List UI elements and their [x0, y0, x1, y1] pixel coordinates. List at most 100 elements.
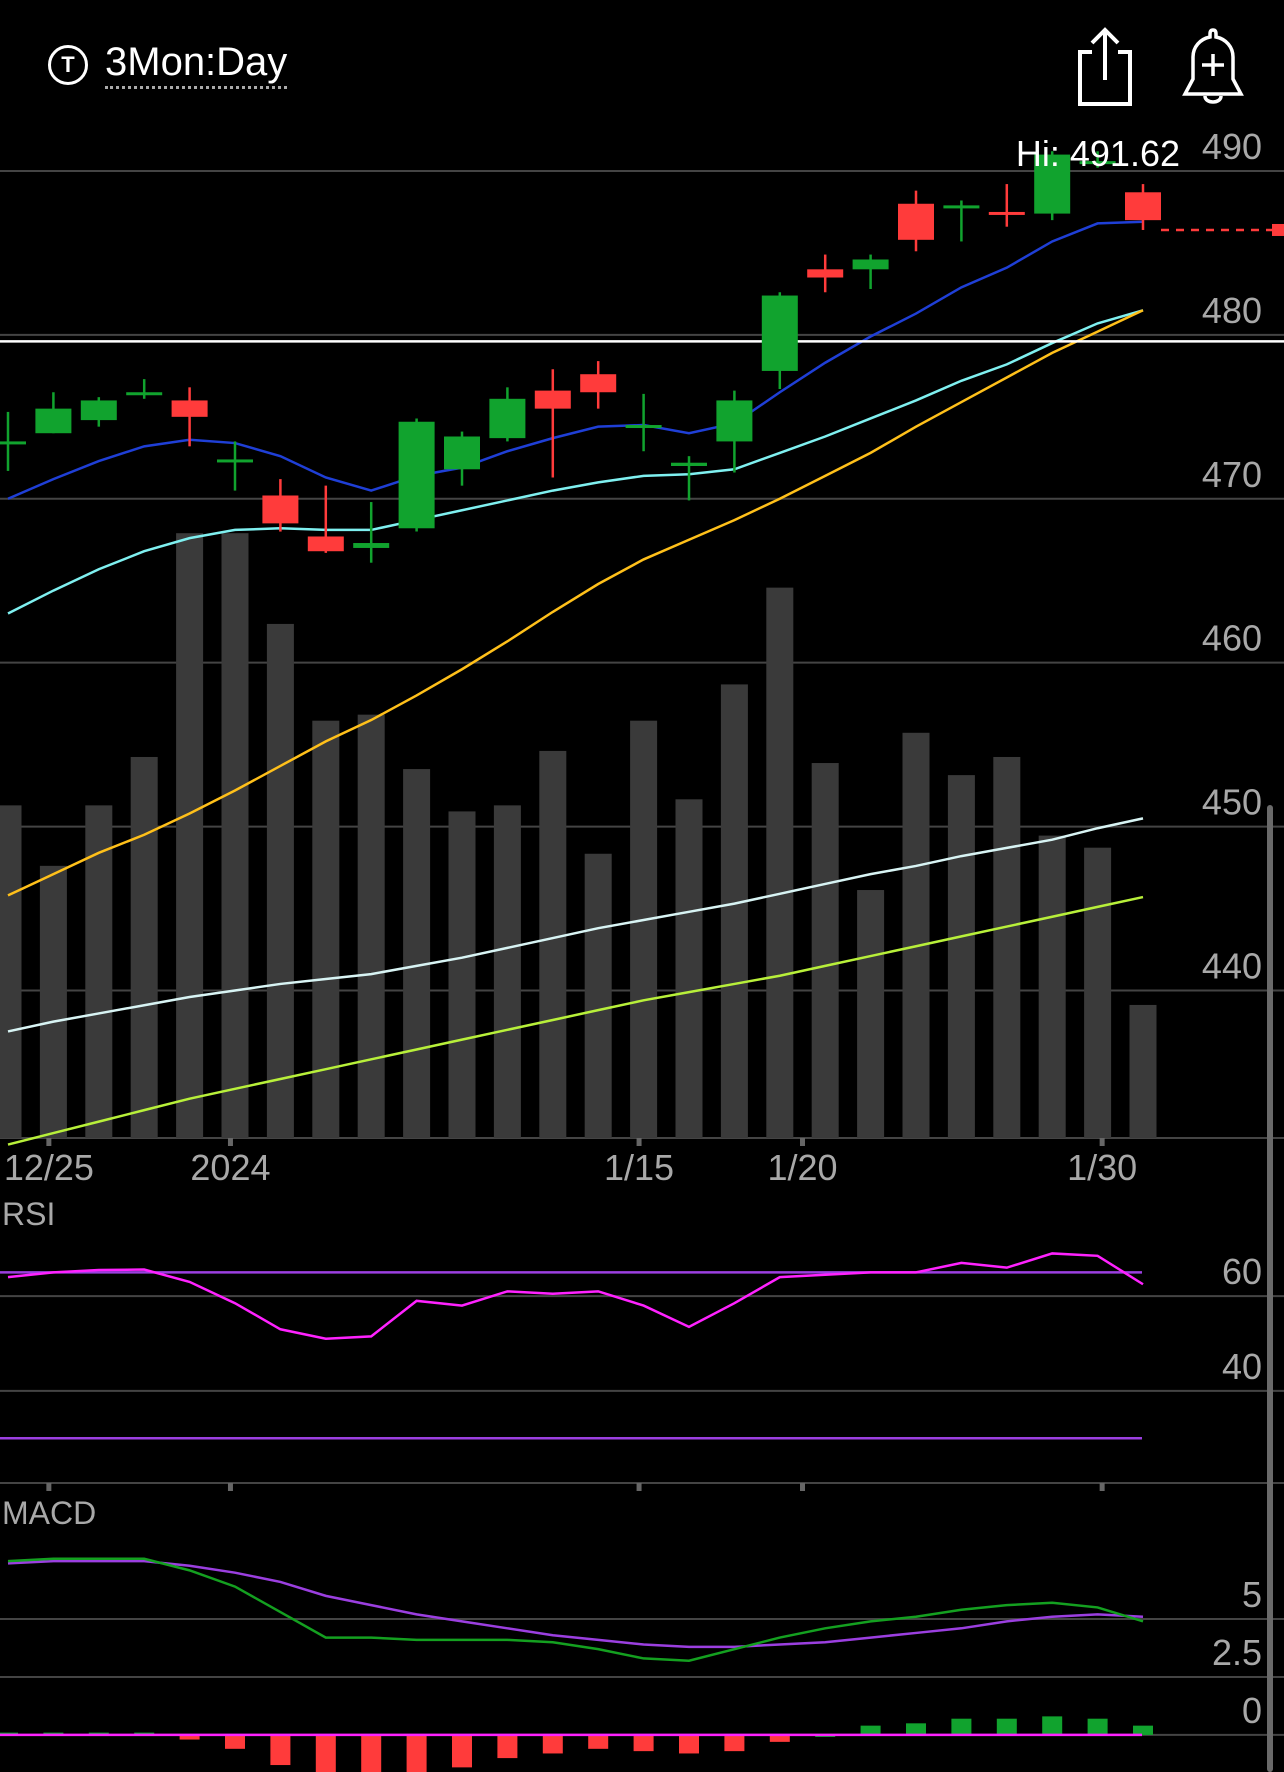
share-icon	[1078, 27, 1132, 106]
macd-histogram-bar	[588, 1734, 609, 1749]
macd-histogram-bar	[225, 1734, 245, 1749]
macd-histogram-bar	[633, 1734, 654, 1752]
candle-body	[761, 295, 798, 371]
candle-body	[489, 398, 526, 439]
x-tick-label: 2024	[190, 1147, 270, 1188]
macd-title: MACD	[2, 1495, 96, 1531]
volume-bar	[403, 769, 431, 1138]
candle-body	[126, 392, 163, 396]
volume-bar	[584, 853, 612, 1138]
timeframe-selector[interactable]: T 3Mon:Day	[48, 40, 288, 89]
macd-histogram-bar	[769, 1734, 790, 1742]
volume-bar	[266, 623, 294, 1138]
candle-body	[807, 269, 844, 278]
candle-body	[943, 205, 980, 209]
volume-bar	[630, 720, 658, 1138]
volume-bar	[0, 805, 22, 1138]
macd-histogram-bar	[906, 1723, 926, 1735]
x-tick-label: 12/25	[4, 1147, 94, 1188]
volume-bar	[130, 756, 158, 1138]
macd-histogram-bar	[860, 1725, 881, 1735]
macd-histogram-bar	[1087, 1718, 1108, 1735]
bell-plus-icon	[1182, 28, 1244, 104]
x-tick-label: 1/20	[767, 1147, 837, 1188]
price-tick-label: 460	[1202, 618, 1262, 659]
candle-body	[35, 408, 72, 434]
volume-bar	[85, 805, 113, 1138]
moving-average-line	[7, 309, 1144, 615]
candle-body	[353, 543, 390, 548]
moving-average-line	[7, 309, 1144, 897]
macd-histogram-bar	[724, 1734, 745, 1752]
volume-bar	[39, 865, 67, 1138]
x-tick-label: 1/15	[604, 1147, 674, 1188]
volume-bar	[1129, 1004, 1157, 1138]
macd-histogram-bar	[542, 1734, 563, 1754]
candle-body	[671, 462, 707, 466]
candle-body	[716, 400, 753, 442]
price-tick-label: 440	[1202, 945, 1262, 986]
top-bar: T 3Mon:Day	[0, 0, 1284, 130]
macd-tick-label: 5	[1242, 1574, 1262, 1615]
price-tick-label: 480	[1202, 290, 1262, 331]
candle-body	[0, 441, 26, 445]
macd-histogram-bar	[452, 1734, 472, 1768]
candle-body	[307, 536, 344, 552]
volume-bar	[221, 533, 249, 1138]
macd-histogram-bar	[679, 1734, 699, 1754]
volume-bar	[947, 775, 975, 1138]
volume-bar	[993, 756, 1021, 1138]
x-tick-label: 1/30	[1067, 1147, 1137, 1188]
macd-line	[7, 1557, 1144, 1663]
macd-histogram-bar	[406, 1734, 427, 1772]
candle-body	[1034, 154, 1071, 214]
macd-histogram-bar	[497, 1734, 518, 1759]
share-button[interactable]	[1072, 24, 1138, 110]
moving-average-line	[7, 817, 1144, 1033]
volume-bar	[493, 805, 521, 1138]
volume-bar	[675, 799, 703, 1138]
rsi-tick-label: 40	[1222, 1346, 1262, 1387]
price-tick-label: 490	[1202, 126, 1262, 167]
macd-histogram-bar	[315, 1734, 336, 1772]
hi-label: Hi: 491.62	[1016, 133, 1180, 174]
rsi-tick-label: 60	[1222, 1251, 1262, 1292]
candle-body	[1079, 161, 1116, 165]
macd-tick-label: 0	[1242, 1690, 1262, 1731]
candle-body	[898, 203, 934, 240]
rsi-title: RSI	[2, 1196, 55, 1232]
candle-body	[398, 421, 435, 529]
macd-histogram-bar	[361, 1734, 382, 1772]
candle-body	[171, 400, 208, 417]
volume-bar	[357, 714, 385, 1138]
price-tick-label: 470	[1202, 454, 1262, 495]
last-price-marker	[1272, 223, 1284, 236]
volume-bar	[448, 811, 476, 1138]
macd-histogram-bar	[179, 1734, 200, 1740]
macd-histogram-bar	[951, 1718, 972, 1735]
volume-bar	[1084, 847, 1112, 1138]
alert-button[interactable]	[1180, 24, 1246, 110]
candle-body	[444, 436, 480, 470]
scrollbar-thumb	[1267, 805, 1273, 1772]
ticker-icon: T	[48, 44, 88, 85]
timeframe-label: 3Mon:Day	[105, 40, 288, 89]
volume-bar	[902, 732, 930, 1138]
macd-signal-line	[7, 1559, 1144, 1649]
price-tick-label: 450	[1202, 782, 1262, 823]
macd-tick-label: 2.5	[1212, 1632, 1262, 1673]
candle-body	[534, 390, 571, 409]
candle-body	[988, 211, 1025, 215]
volume-bar	[176, 533, 204, 1138]
macd-histogram-bar	[996, 1718, 1017, 1735]
macd-histogram-bar	[1042, 1716, 1063, 1735]
candle-body	[262, 495, 299, 524]
macd-histogram-bar	[270, 1734, 291, 1766]
rsi-line	[7, 1252, 1144, 1341]
candle-body	[80, 400, 117, 421]
volume-bar	[1038, 835, 1066, 1138]
candle-body	[852, 259, 889, 270]
moving-average-line	[7, 220, 1144, 500]
macd-histogram-bar	[1133, 1725, 1153, 1735]
